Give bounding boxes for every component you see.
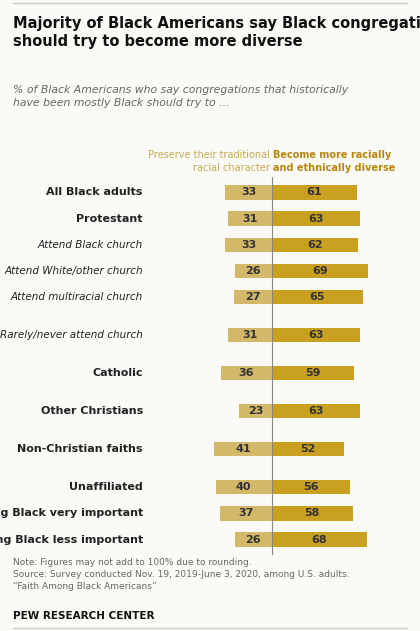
Bar (272, 264, 368, 278)
Text: Note: Figures may not add to 100% due to rounding.
Source: Survey conducted Nov.: Note: Figures may not add to 100% due to… (13, 558, 349, 591)
Text: 33: 33 (241, 240, 256, 250)
Bar (272, 480, 350, 494)
Bar (221, 366, 272, 380)
Text: Unaffiliated: Unaffiliated (69, 482, 143, 492)
Text: 62: 62 (307, 240, 323, 250)
Bar (215, 480, 272, 494)
Bar (239, 404, 272, 418)
Text: 36: 36 (239, 368, 254, 378)
Bar (272, 290, 362, 304)
Text: Attend multiracial church: Attend multiracial church (10, 292, 143, 302)
Text: Preserve their traditional
racial character: Preserve their traditional racial charac… (148, 150, 270, 173)
Bar (226, 238, 272, 252)
Bar (272, 442, 344, 456)
Bar (235, 264, 272, 278)
Bar (272, 506, 353, 521)
Bar (272, 533, 367, 547)
Text: Attend Black church: Attend Black church (37, 240, 143, 250)
Text: 37: 37 (238, 509, 253, 518)
Text: 59: 59 (305, 368, 320, 378)
Bar (226, 185, 272, 199)
Bar (214, 442, 272, 456)
Text: 61: 61 (307, 187, 322, 198)
Bar (234, 290, 272, 304)
Text: Majority of Black Americans say Black congregations
should try to become more di: Majority of Black Americans say Black co… (13, 16, 420, 49)
Text: Being Black less important: Being Black less important (0, 534, 143, 545)
Text: Attend White/other church: Attend White/other church (4, 266, 143, 276)
Text: 41: 41 (235, 444, 251, 454)
Text: 26: 26 (246, 534, 261, 545)
Text: 27: 27 (245, 292, 260, 302)
Text: 68: 68 (311, 534, 327, 545)
Text: 52: 52 (300, 444, 316, 454)
Text: Other Christians: Other Christians (41, 406, 143, 416)
Text: PEW RESEARCH CENTER: PEW RESEARCH CENTER (13, 611, 154, 621)
Text: Protestant: Protestant (76, 214, 143, 223)
Text: 58: 58 (304, 509, 320, 518)
Text: All Black adults: All Black adults (47, 187, 143, 198)
Text: 56: 56 (303, 482, 318, 492)
Text: Catholic: Catholic (92, 368, 143, 378)
Text: 31: 31 (242, 214, 257, 223)
Text: 26: 26 (246, 266, 261, 276)
Bar (272, 211, 360, 226)
Text: 63: 63 (308, 330, 323, 340)
Text: Rarely/never attend church: Rarely/never attend church (0, 330, 143, 340)
Text: 33: 33 (241, 187, 256, 198)
Text: % of Black Americans who say congregations that historically
have been mostly Bl: % of Black Americans who say congregatio… (13, 85, 348, 107)
Bar (272, 328, 360, 343)
Bar (272, 238, 358, 252)
Text: 40: 40 (236, 482, 251, 492)
Bar (228, 211, 272, 226)
Bar (235, 533, 272, 547)
Text: Become more racially
and ethnically diverse: Become more racially and ethnically dive… (273, 150, 395, 173)
Text: 23: 23 (248, 406, 263, 416)
Text: 69: 69 (312, 266, 328, 276)
Text: 63: 63 (308, 406, 323, 416)
Text: Being Black very important: Being Black very important (0, 509, 143, 518)
Bar (228, 328, 272, 343)
Bar (272, 404, 360, 418)
Text: 63: 63 (308, 214, 323, 223)
Bar (220, 506, 272, 521)
Bar (272, 185, 357, 199)
Text: Non-Christian faiths: Non-Christian faiths (17, 444, 143, 454)
Text: 65: 65 (310, 292, 325, 302)
Bar (272, 366, 354, 380)
Text: 31: 31 (242, 330, 257, 340)
